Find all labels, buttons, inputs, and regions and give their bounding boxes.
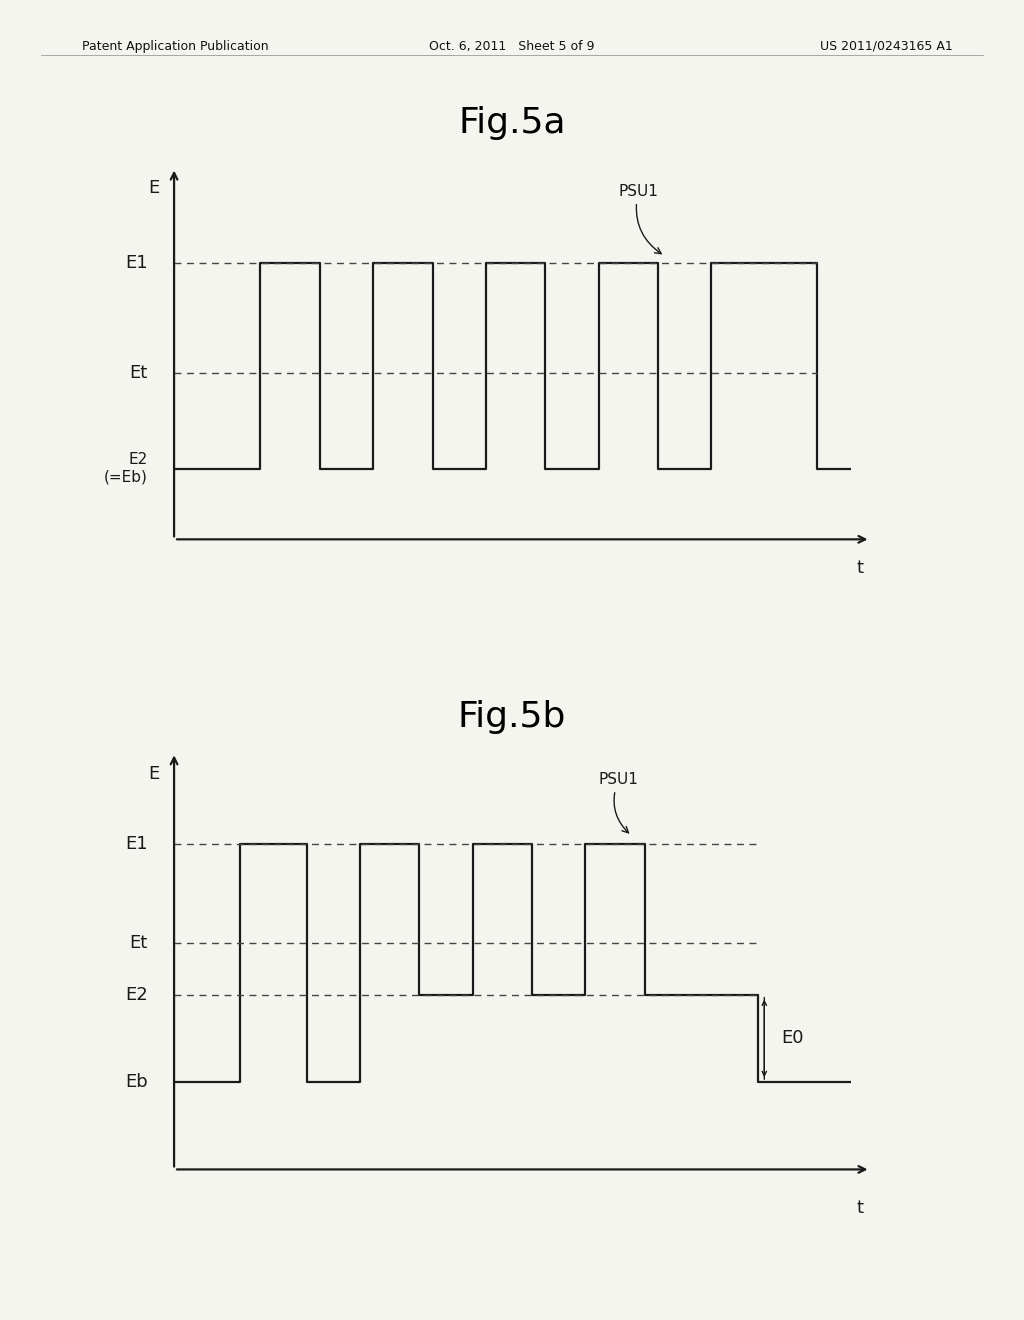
Text: US 2011/0243165 A1: US 2011/0243165 A1 xyxy=(819,40,952,53)
Text: Et: Et xyxy=(129,935,147,952)
Text: Fig.5b: Fig.5b xyxy=(458,700,566,734)
Text: E2: E2 xyxy=(125,986,147,1003)
Text: Oct. 6, 2011   Sheet 5 of 9: Oct. 6, 2011 Sheet 5 of 9 xyxy=(429,40,595,53)
Text: t: t xyxy=(856,1199,863,1217)
Text: E2
(=Eb): E2 (=Eb) xyxy=(103,453,147,484)
Text: E1: E1 xyxy=(125,255,147,272)
Text: Fig.5a: Fig.5a xyxy=(459,106,565,140)
Text: Et: Et xyxy=(129,364,147,381)
Text: E1: E1 xyxy=(125,834,147,853)
Text: E: E xyxy=(148,764,160,783)
Text: Eb: Eb xyxy=(125,1073,147,1092)
Text: PSU1: PSU1 xyxy=(618,183,662,253)
Text: E: E xyxy=(148,178,160,197)
Text: E0: E0 xyxy=(781,1030,804,1047)
Text: Patent Application Publication: Patent Application Publication xyxy=(82,40,268,53)
Text: t: t xyxy=(856,558,863,577)
Text: PSU1: PSU1 xyxy=(598,772,638,833)
